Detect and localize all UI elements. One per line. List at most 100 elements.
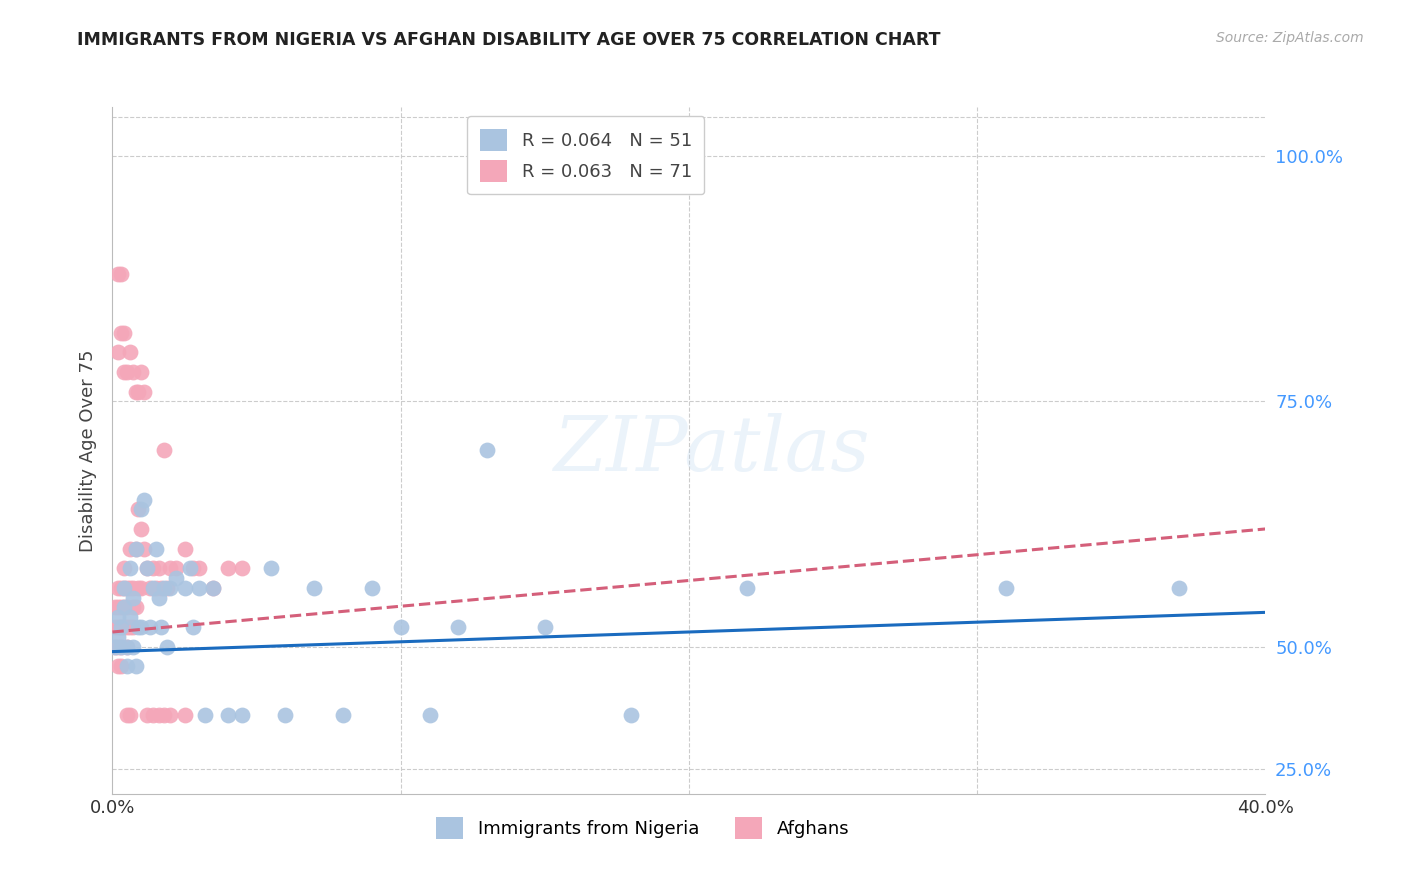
Point (136, 561, 159, 575)
Point (159, 561, 181, 575)
Point (332, 708, 354, 723)
Point (148, 561, 170, 575)
Point (124, 541, 146, 556)
Point (121, 365, 143, 379)
Point (121, 620, 143, 634)
Point (107, 620, 129, 634)
Point (115, 620, 138, 634)
Point (145, 581, 167, 595)
Point (115, 640, 138, 654)
Point (118, 581, 141, 595)
Point (115, 659, 138, 673)
Point (112, 581, 135, 595)
Point (217, 561, 239, 575)
Point (104, 640, 127, 654)
Point (115, 581, 138, 595)
Point (620, 708, 643, 723)
Point (110, 620, 132, 634)
Point (150, 620, 173, 634)
Text: Source: ZipAtlas.com: Source: ZipAtlas.com (1216, 31, 1364, 45)
Point (110, 600, 132, 615)
Point (735, 581, 758, 595)
Point (148, 708, 170, 723)
Point (181, 620, 204, 634)
Point (107, 581, 129, 595)
Point (134, 384, 156, 399)
Point (173, 708, 195, 723)
Point (112, 561, 135, 575)
Point (136, 561, 159, 575)
Point (110, 267, 132, 281)
Point (121, 640, 143, 654)
Point (188, 561, 211, 575)
Point (447, 620, 470, 634)
Point (118, 708, 141, 723)
Point (159, 708, 181, 723)
Point (181, 561, 204, 575)
Point (118, 610, 141, 624)
Point (129, 581, 153, 595)
Point (107, 600, 129, 615)
Point (475, 443, 499, 458)
Y-axis label: Disability Age Over 75: Disability Age Over 75 (79, 349, 97, 552)
Point (188, 581, 211, 595)
Point (107, 610, 129, 624)
Point (231, 708, 253, 723)
Point (231, 561, 253, 575)
Point (107, 659, 129, 673)
Point (124, 659, 146, 673)
Point (995, 581, 1018, 595)
Point (129, 502, 153, 516)
Point (112, 600, 135, 615)
Point (156, 640, 179, 654)
Point (194, 708, 217, 723)
Point (112, 600, 135, 615)
Point (121, 581, 143, 595)
Point (118, 345, 141, 359)
Point (134, 492, 156, 507)
Point (115, 640, 138, 654)
Point (104, 620, 127, 634)
Point (107, 345, 129, 359)
Point (112, 620, 135, 634)
Point (260, 561, 283, 575)
Point (121, 591, 143, 605)
Point (165, 571, 187, 585)
Point (148, 591, 170, 605)
Text: ZIPatlas: ZIPatlas (554, 414, 870, 487)
Point (115, 365, 138, 379)
Point (104, 640, 127, 654)
Point (139, 620, 162, 634)
Point (115, 708, 138, 723)
Point (107, 630, 129, 644)
Point (274, 708, 297, 723)
Point (110, 620, 132, 634)
Point (142, 708, 165, 723)
Point (110, 640, 132, 654)
Point (127, 620, 149, 634)
Point (110, 640, 132, 654)
Point (156, 581, 179, 595)
Point (118, 561, 141, 575)
Point (173, 581, 195, 595)
Point (389, 620, 412, 634)
Point (136, 708, 159, 723)
Point (419, 708, 441, 723)
Point (134, 541, 156, 556)
Point (127, 581, 149, 595)
Point (112, 581, 135, 595)
Point (142, 561, 165, 575)
Legend: Immigrants from Nigeria, Afghans: Immigrants from Nigeria, Afghans (429, 810, 856, 847)
Point (129, 365, 153, 379)
Point (124, 600, 146, 615)
Point (118, 541, 141, 556)
Point (142, 581, 165, 595)
Point (110, 581, 132, 595)
Point (107, 267, 129, 281)
Point (121, 600, 143, 615)
Point (153, 443, 176, 458)
Point (127, 502, 149, 516)
Point (217, 708, 239, 723)
Point (110, 326, 132, 340)
Point (304, 581, 326, 595)
